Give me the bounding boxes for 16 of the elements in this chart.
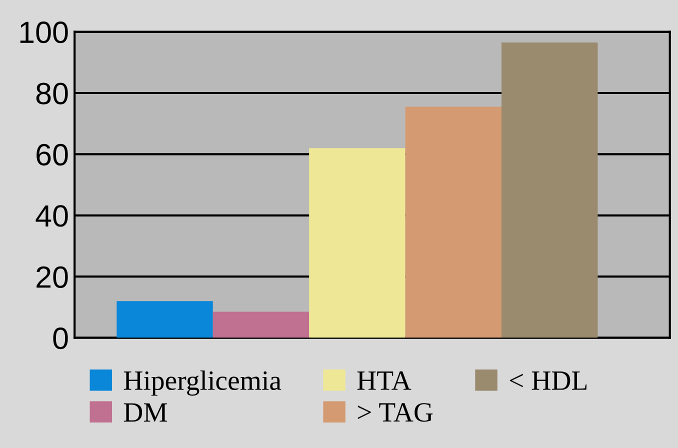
bar bbox=[502, 42, 598, 338]
legend-label: DM bbox=[124, 403, 168, 422]
legend-label: HTA bbox=[357, 371, 412, 390]
legend-label: < HDL bbox=[510, 372, 587, 390]
y-tick-label: 0 bbox=[53, 328, 68, 350]
bar bbox=[309, 148, 406, 338]
y-tick-label: 100 bbox=[20, 22, 68, 44]
bar bbox=[405, 106, 502, 338]
legend-label: Hiperglicemia bbox=[124, 370, 282, 396]
y-tick-label: 40 bbox=[36, 205, 68, 227]
bar bbox=[212, 312, 310, 338]
legend-label: > TAG bbox=[358, 403, 433, 422]
bar bbox=[116, 301, 213, 338]
y-tick-label: 60 bbox=[36, 144, 68, 166]
y-tick-label: 20 bbox=[36, 266, 68, 288]
y-tick-label: 80 bbox=[36, 82, 68, 104]
